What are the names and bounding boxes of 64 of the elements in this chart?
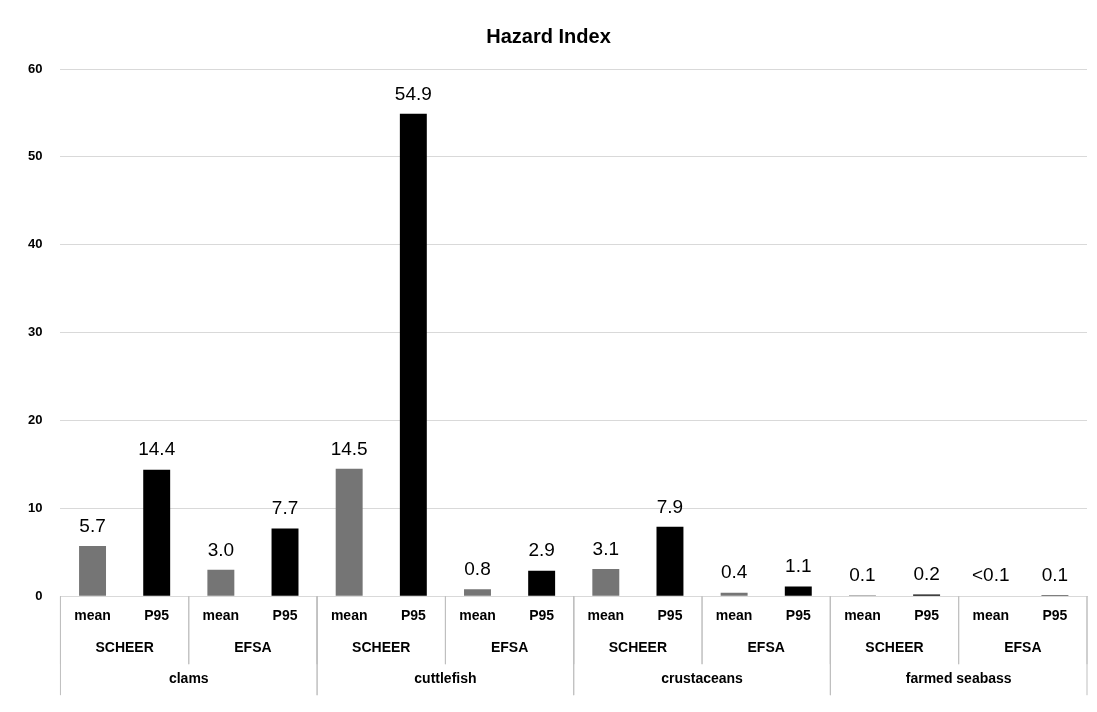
y-tick-label: 50 xyxy=(27,148,43,164)
y-tick-label: 40 xyxy=(27,236,43,252)
bar xyxy=(335,468,363,596)
bar xyxy=(528,570,556,596)
x-tick-label: mean xyxy=(972,607,1010,624)
text: SCHEER xyxy=(95,639,154,656)
x-tick-label: mean xyxy=(715,607,753,624)
data-label: 3.1 xyxy=(592,537,620,559)
bar xyxy=(784,586,812,596)
chart-title: Hazard Index xyxy=(486,24,611,47)
text: crustaceans xyxy=(661,670,744,687)
x-tick-label: mean xyxy=(330,607,368,624)
text: clams xyxy=(168,670,209,687)
text: cuttlefish xyxy=(414,670,477,687)
x-tick-label: P95 xyxy=(529,607,555,624)
x-tick-label: P95 xyxy=(1042,607,1068,624)
text: SCHEER xyxy=(352,639,411,656)
bar xyxy=(271,528,299,596)
data-label: 0.1 xyxy=(1041,564,1069,586)
y-tick-label: 10 xyxy=(27,499,43,515)
data-label: 0.8 xyxy=(464,557,491,579)
bar xyxy=(207,569,235,596)
x-tick-label: P95 xyxy=(657,607,683,624)
x-tick-label: P95 xyxy=(144,607,170,624)
y-tick-label: 20 xyxy=(27,412,43,428)
text: EFSA xyxy=(1004,639,1042,656)
text: SCHEER xyxy=(608,639,668,656)
data-label: 14.4 xyxy=(138,438,176,460)
text: EFSA xyxy=(234,639,272,656)
data-label: 3.0 xyxy=(207,538,235,560)
data-label: 2.9 xyxy=(528,539,555,561)
data-label: 5.7 xyxy=(79,514,106,536)
bar xyxy=(720,592,748,596)
data-label: 0.4 xyxy=(720,561,748,583)
data-label: 0.1 xyxy=(849,564,876,586)
data-label: 7.7 xyxy=(271,497,299,519)
bar xyxy=(79,546,107,596)
x-tick-label: P95 xyxy=(914,607,940,624)
data-label: <0.1 xyxy=(972,564,1010,586)
x-tick-label: P95 xyxy=(400,607,426,624)
bar xyxy=(399,113,427,596)
data-label: 0.2 xyxy=(913,563,940,585)
y-tick-label: 30 xyxy=(27,324,43,340)
bar xyxy=(464,589,491,596)
y-tick-label: 60 xyxy=(27,60,43,76)
x-tick-label: mean xyxy=(202,607,240,624)
x-tick-label: mean xyxy=(844,607,881,624)
data-label: 1.1 xyxy=(785,555,812,577)
text: EFSA xyxy=(747,639,785,656)
x-tick-label: mean xyxy=(587,607,625,624)
bar xyxy=(143,469,171,596)
data-label: 7.9 xyxy=(656,495,684,517)
bar xyxy=(656,526,684,596)
y-tick-label: 0 xyxy=(35,587,43,603)
bar xyxy=(592,568,620,596)
text: EFSA xyxy=(490,639,529,656)
text: farmed seabass xyxy=(905,670,1012,687)
data-label: 14.5 xyxy=(330,437,368,459)
data-label: 54.9 xyxy=(394,82,432,104)
x-tick-label: P95 xyxy=(785,607,811,624)
text: SCHEER xyxy=(865,639,924,656)
x-tick-label: mean xyxy=(74,607,111,624)
x-tick-label: mean xyxy=(459,607,496,624)
x-tick-label: P95 xyxy=(272,607,298,624)
